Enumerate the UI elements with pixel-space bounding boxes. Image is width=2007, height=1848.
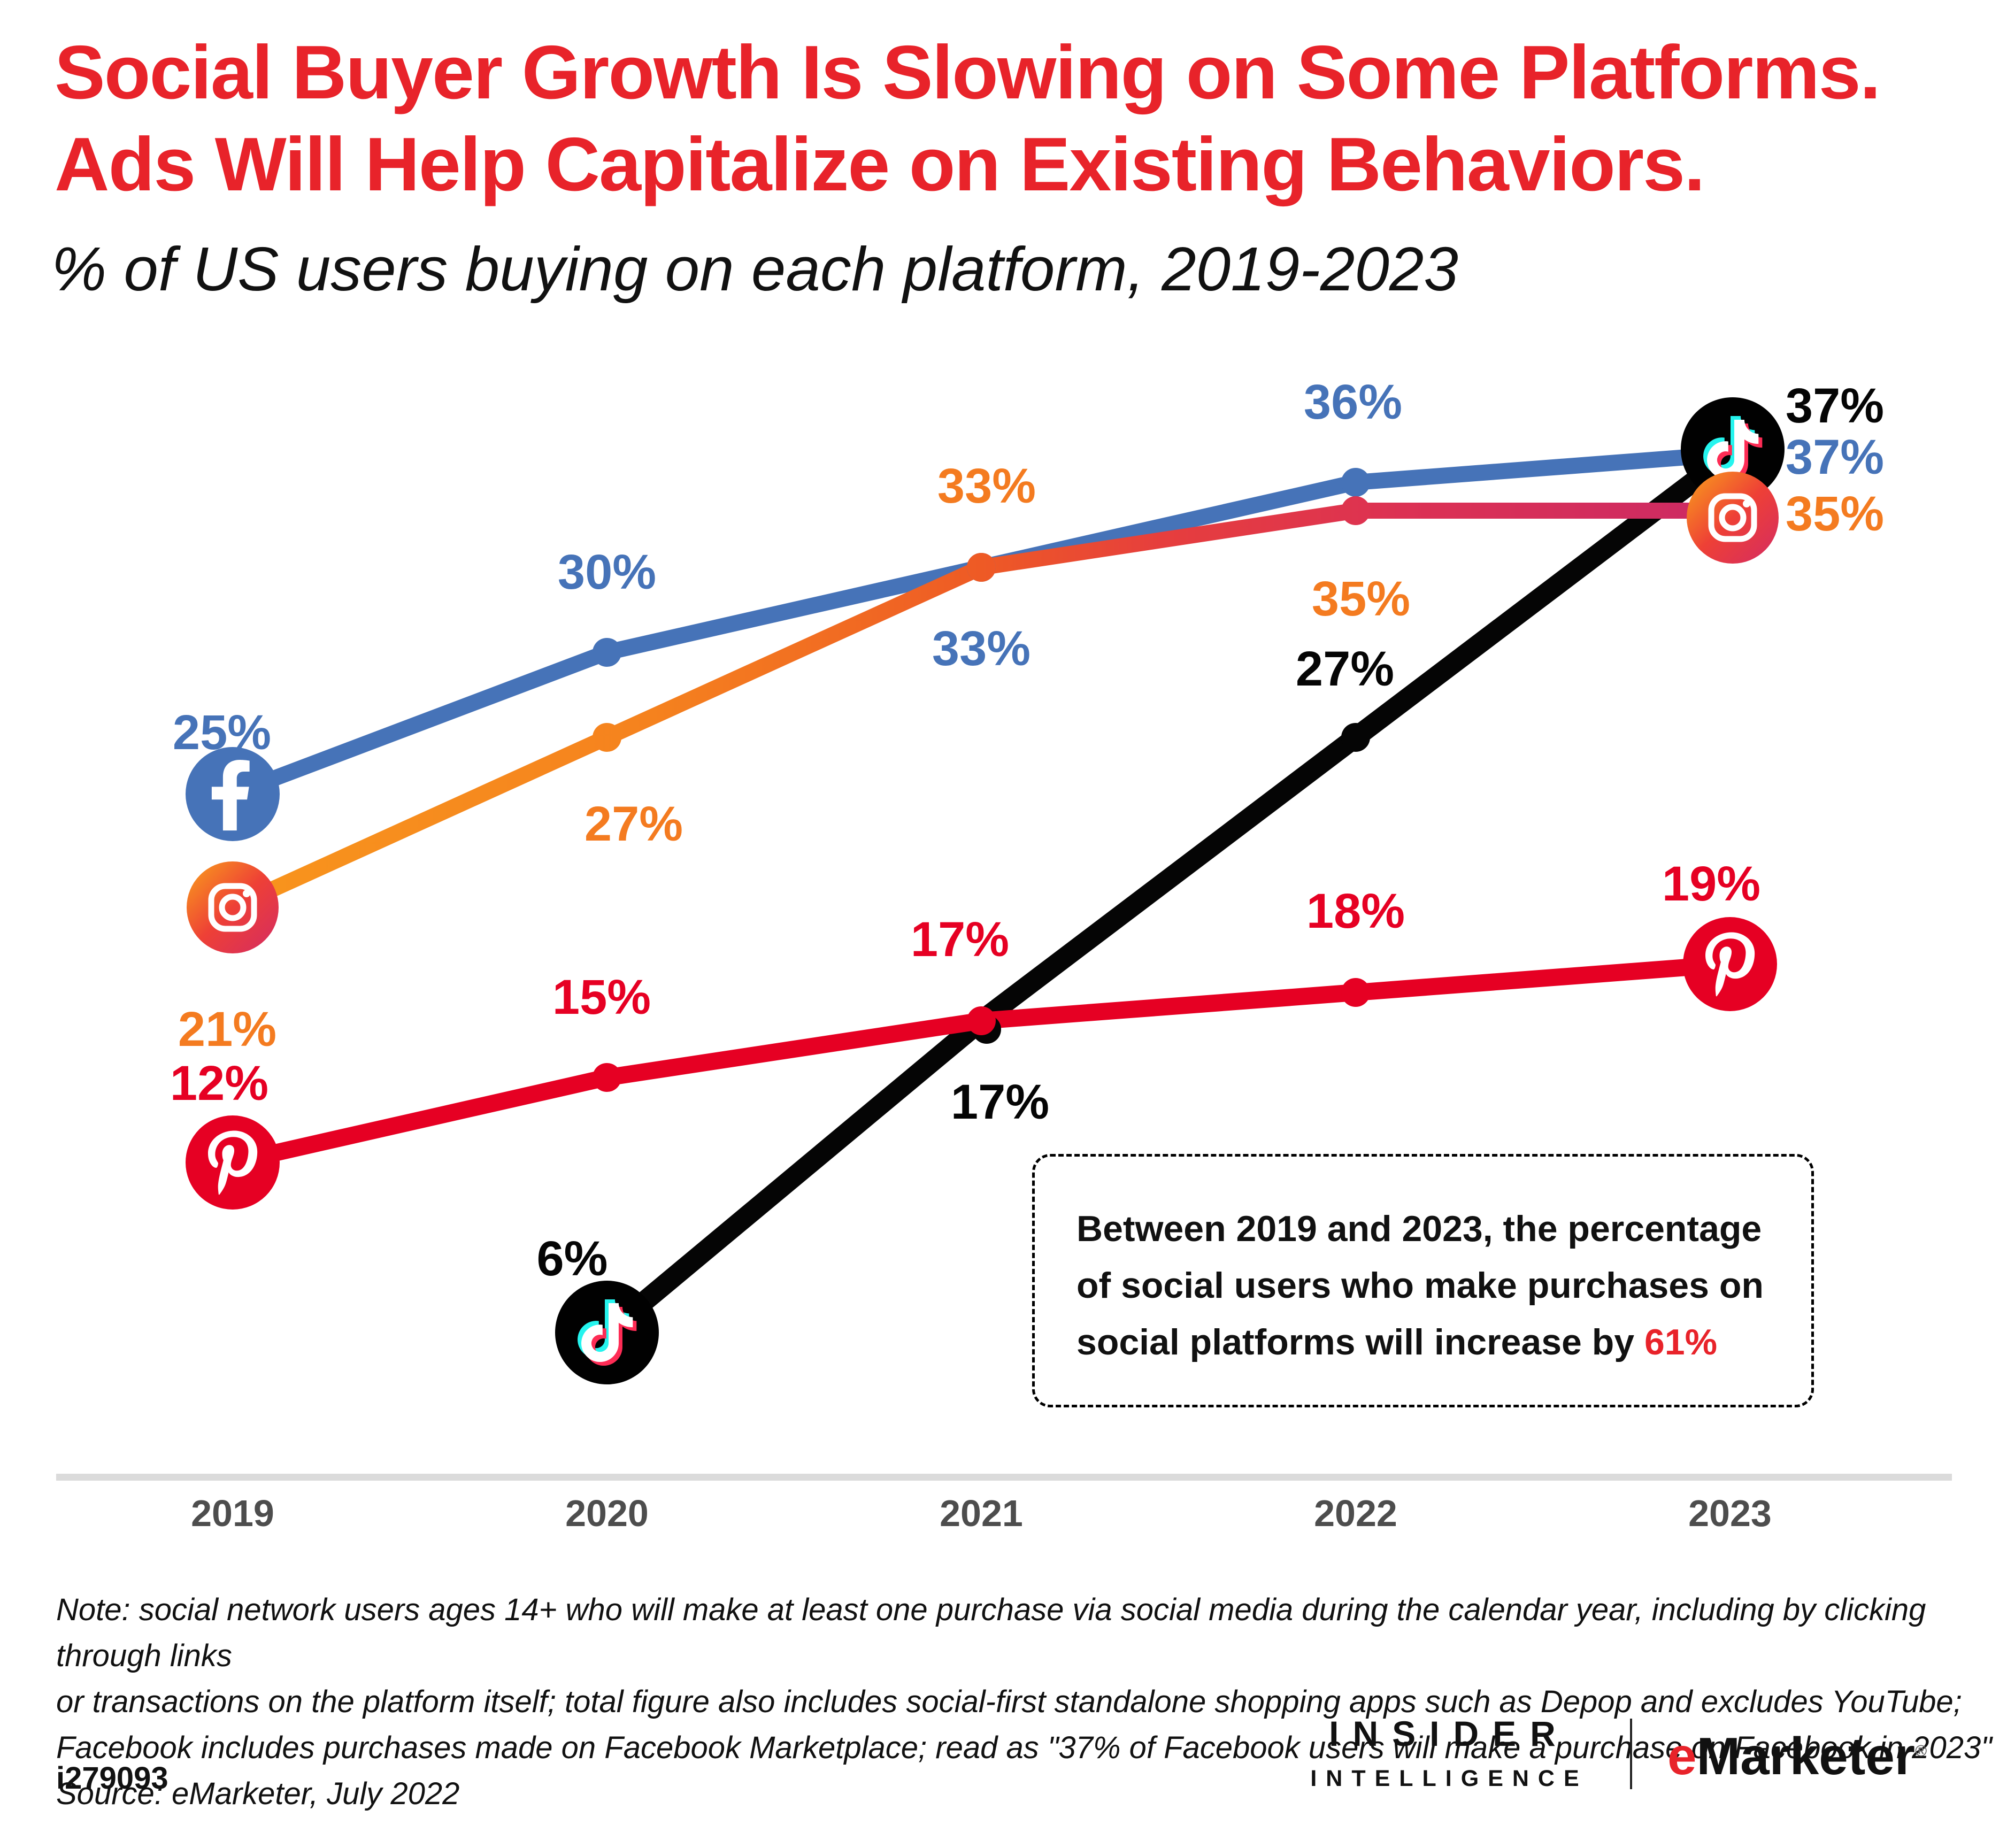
title-line-2: Ads Will Help Capitalize on Existing Beh… [55,122,1705,207]
callout-line-2: of social users who make purchases on [1076,1265,1764,1306]
point-pinterest-2022 [1341,978,1370,1007]
value-label-pinterest-2020: 15% [552,970,651,1025]
note-line-3: Facebook includes purchases made on Face… [56,1730,1992,1765]
point-pinterest-2020 [593,1063,621,1092]
value-label-facebook-2019: 25% [172,705,272,760]
emarketer-rest: Marketer [1696,1727,1916,1785]
value-label-instagram-2020: 27% [584,797,683,851]
value-label-facebook-2022: 36% [1303,375,1403,429]
point-facebook-2022 [1341,468,1370,497]
insider-text: INSIDER [1329,1714,1570,1753]
value-label-facebook-2021: 33% [932,621,1031,676]
note-line-2: or transactions on the platform itself; … [56,1684,1962,1719]
source-line: Source: eMarketer, July 2022 [56,1776,460,1811]
x-axis-label-2022: 2022 [1314,1492,1397,1534]
callout-line-3: social platforms will increase by 61% [1076,1314,1774,1370]
value-label-pinterest-2022: 18% [1306,884,1405,938]
point-instagram-2021 [967,553,996,582]
emarketer-logo: eMarketer® [1667,1726,1927,1787]
value-label-instagram-2021: 33% [937,459,1036,513]
title-line-1: Social Buyer Growth Is Slowing on Some P… [55,30,1881,115]
footnote: Note: social network users ages 14+ who … [56,1587,2007,1817]
registered-mark: ® [1915,1742,1927,1760]
emarketer-e: e [1667,1727,1697,1785]
value-label-tiktok-2022: 27% [1295,642,1395,696]
point-instagram-2020 [593,723,621,752]
intelligence-text: INTELLIGENCE [1310,1766,1588,1791]
x-axis-label-2021: 2021 [940,1492,1023,1534]
value-label-instagram-2019: 21% [178,1002,277,1057]
value-label-instagram-2022: 35% [1311,572,1411,626]
page-subtitle: % of US users buying on each platform, 2… [51,234,1458,304]
point-facebook-2020 [593,638,621,667]
callout-line-1: Between 2019 and 2023, the percentage [1076,1208,1762,1249]
callout-highlight: 61% [1644,1322,1718,1362]
x-axis-label-2019: 2019 [191,1492,274,1534]
chart-id: i279093 [56,1761,168,1796]
value-label-facebook-2023: 37% [1785,430,1885,484]
line-tiktok [600,445,1736,1341]
value-label-pinterest-2021: 17% [910,912,1010,967]
value-label-tiktok-2021: 17% [950,1075,1050,1129]
value-label-tiktok-2023: 37% [1785,379,1885,433]
callout-line-3-text: social platforms will increase by [1076,1322,1644,1362]
point-tiktok-2022 [1341,723,1370,752]
note-line-1: Note: social network users ages 14+ who … [56,1592,1926,1673]
value-label-pinterest-2023: 19% [1662,857,1761,911]
value-label-facebook-2020: 30% [557,545,657,599]
callout-box: Between 2019 and 2023, the percentage of… [1032,1154,1814,1407]
page-title: Social Buyer Growth Is Slowing on Some P… [55,27,1881,211]
point-instagram-2022 [1341,496,1370,525]
point-pinterest-2021 [967,1006,996,1035]
value-label-instagram-2023: 35% [1785,487,1885,541]
x-axis-line [56,1474,1952,1481]
x-axis-label-2023: 2023 [1688,1492,1772,1534]
value-label-pinterest-2019: 12% [170,1056,269,1111]
logo-divider [1630,1719,1632,1789]
x-axis-label-2020: 2020 [565,1492,649,1534]
value-label-tiktok-2020: 6% [536,1231,608,1286]
insider-intelligence-logo: INSIDER INTELLIGENCE [1299,1713,1599,1792]
